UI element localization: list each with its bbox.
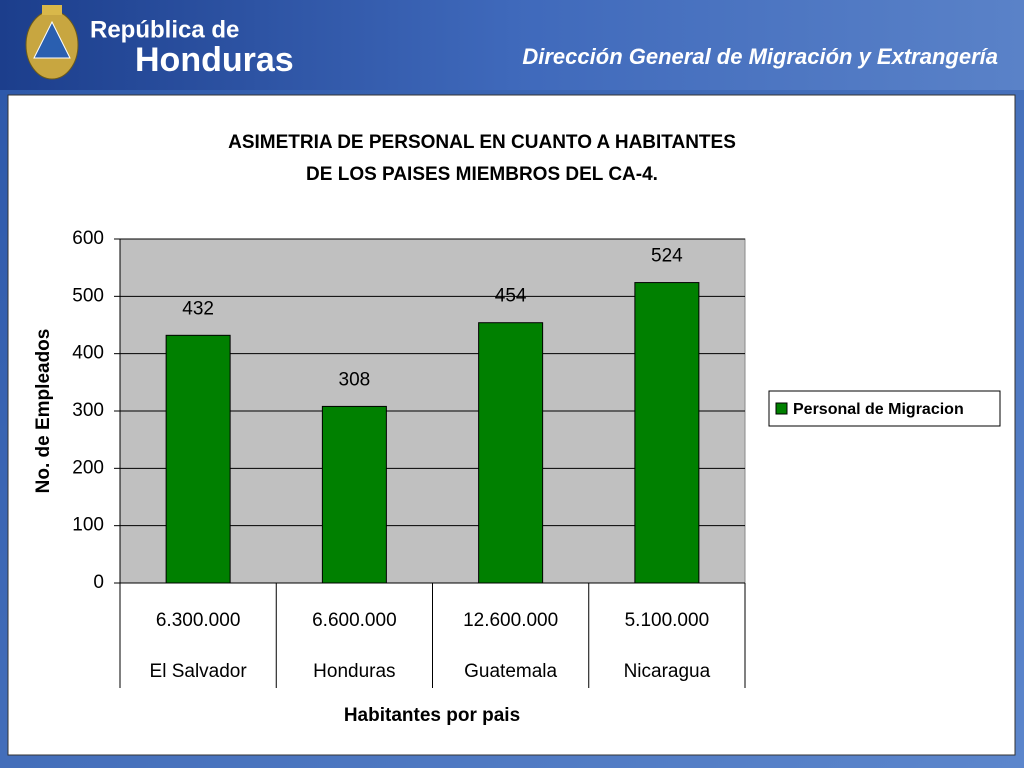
header-bar [0,0,1024,90]
x-tick-label: Honduras [313,661,395,682]
x-tick-label: 6.300.000 [156,610,241,631]
legend-label: Personal de Migracion [793,401,964,418]
bar [634,282,700,584]
legend-box [768,390,1001,427]
y-tick-label: 0 [93,572,104,593]
chart-title: ASIMETRIA DE PERSONAL EN CUANTO A HABITA… [228,132,736,153]
bar [478,322,544,584]
agency-name: Dirección General de Migración y Extrang… [522,44,998,69]
data-label: 524 [651,246,683,267]
y-tick-label: 200 [72,457,104,478]
brand-top: República de [90,16,239,43]
x-tick-label: 12.600.000 [463,610,558,631]
y-axis-title: No. de Empleados [33,329,54,494]
x-tick-label: Nicaragua [624,661,711,682]
y-tick-label: 400 [72,343,104,364]
data-label: 308 [339,369,371,390]
y-tick-label: 100 [72,515,104,536]
legend-swatch [775,402,788,415]
bar [165,334,231,584]
y-tick-label: 600 [72,228,104,249]
x-tick-label: Guatemala [464,661,557,682]
y-tick-label: 300 [72,400,104,421]
x-tick-label: 6.600.000 [312,610,397,631]
y-tick-label: 500 [72,285,104,306]
emblem [25,5,79,80]
x-axis-title: Habitantes por pais [344,705,520,726]
chart-title: DE LOS PAISES MIEMBROS DEL CA-4. [306,164,658,185]
data-label: 454 [495,286,527,307]
x-tick-label: El Salvador [150,661,248,682]
bar [321,405,387,584]
x-tick-label: 5.100.000 [625,610,710,631]
brand-main: Honduras [135,41,294,79]
data-label: 432 [182,298,214,319]
